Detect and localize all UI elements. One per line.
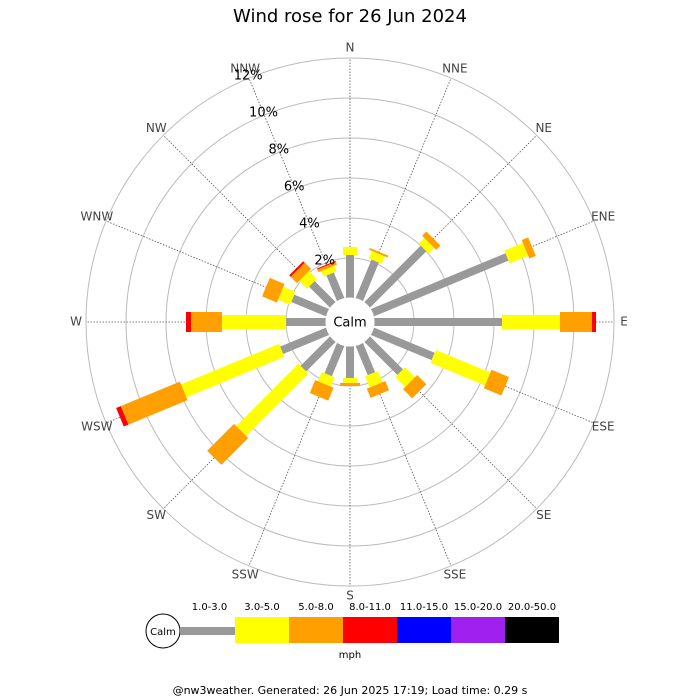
bar-segment xyxy=(116,406,129,427)
bar-segment xyxy=(321,265,337,277)
legend-label: 20.0-50.0 xyxy=(508,602,556,613)
direction-label: SW xyxy=(147,508,167,522)
direction-label: SSW xyxy=(232,568,259,582)
bar-segment xyxy=(355,342,376,376)
bar-segment xyxy=(355,259,379,302)
chart-title: Wind rose for 26 Jun 2024 xyxy=(233,6,467,27)
direction-spoke xyxy=(248,77,342,300)
ring-label: 6% xyxy=(284,180,305,195)
bar-segment xyxy=(207,423,249,465)
direction-label: NNE xyxy=(442,61,468,75)
legend-label: 15.0-20.0 xyxy=(454,602,502,613)
legend-swatch xyxy=(397,617,451,643)
legend-swatch xyxy=(343,617,397,643)
direction-label: WSW xyxy=(81,419,112,433)
legend-label: 5.0-8.0 xyxy=(298,602,333,613)
legend-swatch xyxy=(451,617,505,643)
bar-segment xyxy=(278,286,296,305)
footer: @nw3weather. Generated: 26 Jun 2025 17:1… xyxy=(173,684,528,697)
direction-label: ESE xyxy=(592,419,615,433)
direction-label: S xyxy=(346,589,354,603)
bar-segment xyxy=(364,336,404,376)
direction-label: SSE xyxy=(443,568,466,582)
bar-segment xyxy=(483,369,510,396)
legend-label: 8.0-11.0 xyxy=(349,602,391,613)
calm-circle xyxy=(325,297,375,347)
bar-segment xyxy=(308,280,336,308)
direction-label: WNW xyxy=(80,210,113,224)
bar-segment xyxy=(369,247,389,258)
bar-segment xyxy=(289,261,305,277)
legend-swatch xyxy=(505,617,559,643)
legend-label: 11.0-15.0 xyxy=(400,602,448,613)
bar-segment xyxy=(364,245,427,308)
bar-segment xyxy=(309,380,334,401)
ring-label: 8% xyxy=(269,143,290,158)
bar-segment xyxy=(262,277,285,303)
legend-calm-label: Calm xyxy=(150,627,176,638)
bar-segment xyxy=(291,294,330,317)
ring-label: 10% xyxy=(249,106,278,121)
legend-swatch xyxy=(180,627,235,635)
legend-label: 3.0-5.0 xyxy=(244,602,279,613)
bar-segment xyxy=(300,336,336,372)
bar-segment xyxy=(236,363,309,436)
bar-segment xyxy=(370,253,509,317)
bar-segment xyxy=(120,381,188,425)
bar-segment xyxy=(299,271,317,289)
direction-label: SE xyxy=(536,508,551,522)
legend-swatch xyxy=(289,617,343,643)
ring-label: 4% xyxy=(299,217,320,232)
grid-ring xyxy=(85,57,615,587)
direction-label: ENE xyxy=(591,210,615,224)
bar-segment xyxy=(181,343,285,398)
direction-label: NW xyxy=(146,121,167,135)
bar-segment xyxy=(368,250,385,264)
bar-segment xyxy=(326,272,345,302)
bar-segment xyxy=(370,327,435,361)
direction-label: NE xyxy=(535,121,552,135)
legend-label: 1.0-3.0 xyxy=(192,602,227,613)
bar-segment xyxy=(430,349,491,386)
bar-segment xyxy=(422,231,441,250)
ring-label: 2% xyxy=(314,254,335,269)
bar-segment xyxy=(364,371,383,388)
direction-label: W xyxy=(70,315,82,329)
bar-segment xyxy=(280,327,330,355)
bar-segment xyxy=(290,262,312,284)
bar-segment xyxy=(324,342,345,377)
calm-label: Calm xyxy=(333,316,366,331)
legend-swatch xyxy=(235,617,289,643)
direction-label: E xyxy=(620,315,628,329)
bar-segment xyxy=(504,242,529,264)
bar-segment xyxy=(395,367,416,388)
direction-label: NNW xyxy=(230,61,260,75)
bar-segment xyxy=(366,380,390,398)
bar-segment xyxy=(317,371,335,387)
bar-segment xyxy=(403,375,427,399)
direction-label: N xyxy=(346,41,355,55)
bar-segment xyxy=(521,237,536,259)
units-label: mph xyxy=(339,650,361,661)
ring-label: 12% xyxy=(234,69,263,84)
bar-segment xyxy=(317,261,338,273)
bar-segment xyxy=(418,237,435,254)
